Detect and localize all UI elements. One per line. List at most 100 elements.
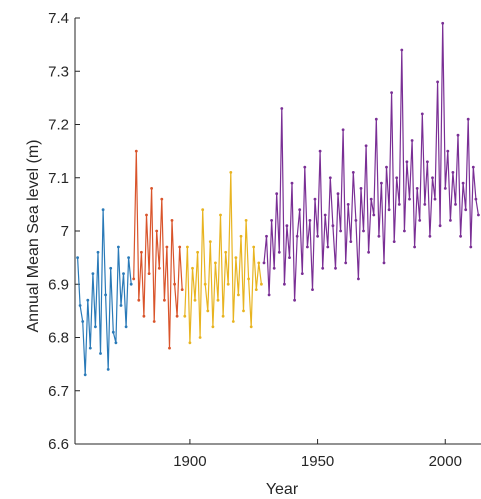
series-4-point <box>334 266 337 270</box>
series-2-point <box>178 245 182 249</box>
series-4-point <box>415 187 419 190</box>
series-4-point <box>466 117 470 121</box>
series-4-point <box>451 171 455 174</box>
y-tick-label: 7.3 <box>48 63 69 80</box>
series-4-point <box>364 144 368 148</box>
series-1-point <box>76 256 79 259</box>
series-4-point <box>285 224 289 228</box>
series-2-point <box>163 298 166 302</box>
series-4-point <box>288 256 291 259</box>
series-4-point <box>267 293 271 297</box>
series-3-point <box>257 261 261 265</box>
series-2-point <box>132 277 136 281</box>
series-4-point <box>385 165 388 169</box>
series-4-point <box>446 149 450 153</box>
series-3-point <box>239 234 243 238</box>
series-2-line <box>133 150 183 349</box>
series-4-point <box>423 203 427 206</box>
series-4-point <box>456 133 460 137</box>
y-tick-label: 6.6 <box>48 436 69 453</box>
series-4-point <box>367 250 370 254</box>
x-axis-ticks: 1900 1950 2000 <box>173 439 462 470</box>
series-1-point <box>124 325 128 329</box>
series-4-point <box>283 282 286 286</box>
series-4-point <box>318 149 322 153</box>
series-2-point <box>175 314 179 318</box>
series-1-point <box>111 330 115 334</box>
series-3-point <box>208 240 212 244</box>
series-4-point <box>405 160 409 164</box>
series-3-point <box>252 245 256 249</box>
series-4-point <box>438 224 442 228</box>
series-3-point <box>196 250 200 254</box>
series-4-point <box>443 187 447 190</box>
series-4-point <box>449 219 452 222</box>
series-3-point <box>226 282 230 286</box>
series-3-point <box>214 261 217 265</box>
series-1-point <box>81 320 85 323</box>
series-4-point <box>474 197 478 201</box>
series-4-point <box>428 234 432 238</box>
series-1-point <box>122 272 125 275</box>
series-2-point <box>147 272 151 275</box>
series-1-point <box>109 266 113 270</box>
series-1-point <box>91 272 95 275</box>
series-4-point <box>349 240 353 244</box>
series-4-point <box>351 171 355 174</box>
series-4-point <box>374 117 378 121</box>
series-4-point <box>262 261 266 265</box>
series-3-point <box>216 298 220 302</box>
series-4-point <box>454 203 457 206</box>
series-4-point <box>469 245 473 249</box>
series-4-point <box>298 208 302 212</box>
series-4-point <box>346 203 350 206</box>
series-4-point <box>344 261 348 265</box>
series-4-point <box>295 234 299 238</box>
series-4-point <box>431 176 434 180</box>
series-3-point <box>193 298 197 302</box>
series-4-point <box>357 277 360 281</box>
series-4-point <box>359 187 363 190</box>
series-4-point <box>403 229 406 233</box>
series-2-point <box>170 219 174 222</box>
series-1-point <box>119 304 123 307</box>
series-4-point <box>293 298 296 302</box>
series-4-point <box>275 192 279 196</box>
series-4-point <box>341 128 345 132</box>
series-3-point <box>221 314 225 318</box>
series-3-point <box>244 219 248 222</box>
series-3-point <box>247 277 251 281</box>
series-1-point <box>127 256 130 259</box>
series-4-point <box>323 213 327 217</box>
series-1-line <box>77 209 132 376</box>
series-1-point <box>94 325 97 329</box>
series-3-point <box>198 336 202 339</box>
series-4-point <box>382 261 386 265</box>
series-4-point <box>306 245 309 249</box>
series-1-point <box>106 368 110 371</box>
y-tick-label: 6.8 <box>48 330 69 347</box>
series-3-point <box>242 309 245 313</box>
series-2-point <box>142 314 146 318</box>
series-4-point <box>387 208 391 212</box>
series-1-point <box>78 304 82 307</box>
series-4-point <box>308 219 312 222</box>
series-1-point <box>101 208 105 212</box>
series-2-point <box>137 298 141 302</box>
series-3-point <box>186 245 189 249</box>
series-1-point <box>86 298 90 302</box>
series-4-point <box>272 266 276 270</box>
series-1 <box>76 208 133 377</box>
series-3-point <box>234 256 238 259</box>
series-layer <box>76 21 480 377</box>
series-4-point <box>390 91 393 94</box>
series-4-point <box>336 192 340 196</box>
series-3-point <box>211 325 215 329</box>
series-1-point <box>104 293 107 297</box>
series-4-point <box>331 224 335 228</box>
series-3-point <box>237 293 240 297</box>
series-3-point <box>201 208 205 212</box>
series-4-point <box>372 213 376 217</box>
series-4-point <box>328 176 332 180</box>
series-2-point <box>180 288 184 291</box>
